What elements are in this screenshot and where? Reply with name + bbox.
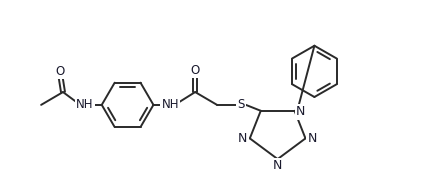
Text: O: O bbox=[190, 64, 200, 77]
Text: N: N bbox=[238, 132, 248, 145]
Text: S: S bbox=[237, 98, 245, 111]
Text: N: N bbox=[273, 159, 282, 173]
Text: NH: NH bbox=[162, 98, 179, 111]
Text: NH: NH bbox=[76, 98, 93, 111]
Text: O: O bbox=[55, 65, 65, 78]
Text: N: N bbox=[308, 132, 317, 145]
Text: N: N bbox=[296, 105, 305, 118]
